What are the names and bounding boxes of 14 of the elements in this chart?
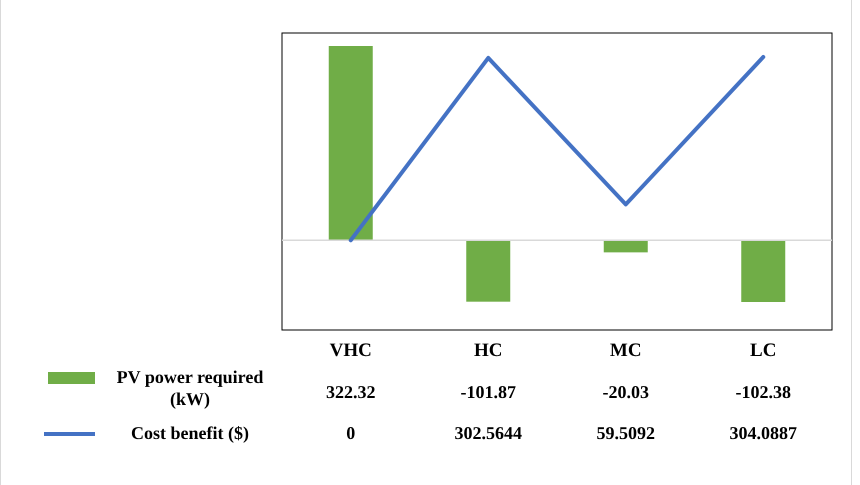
data-label: 304.0887	[730, 423, 797, 443]
data-label: -101.87	[460, 382, 516, 402]
data-label: -102.38	[736, 382, 791, 402]
data-label: 59.5092	[596, 423, 655, 443]
x-tick-label: MC	[610, 340, 642, 361]
x-tick-label: LC	[750, 340, 776, 361]
data-label: 0	[346, 423, 356, 443]
legend-label: PV power required (kW)	[116, 367, 264, 409]
data-label: 322.32	[326, 382, 376, 402]
data-label: 302.5644	[454, 423, 522, 443]
x-tick-label: HC	[474, 340, 502, 361]
x-tick-label: VHC	[330, 340, 372, 361]
legend-label: Cost benefit ($)	[131, 423, 249, 443]
data-label: -20.03	[602, 382, 649, 402]
